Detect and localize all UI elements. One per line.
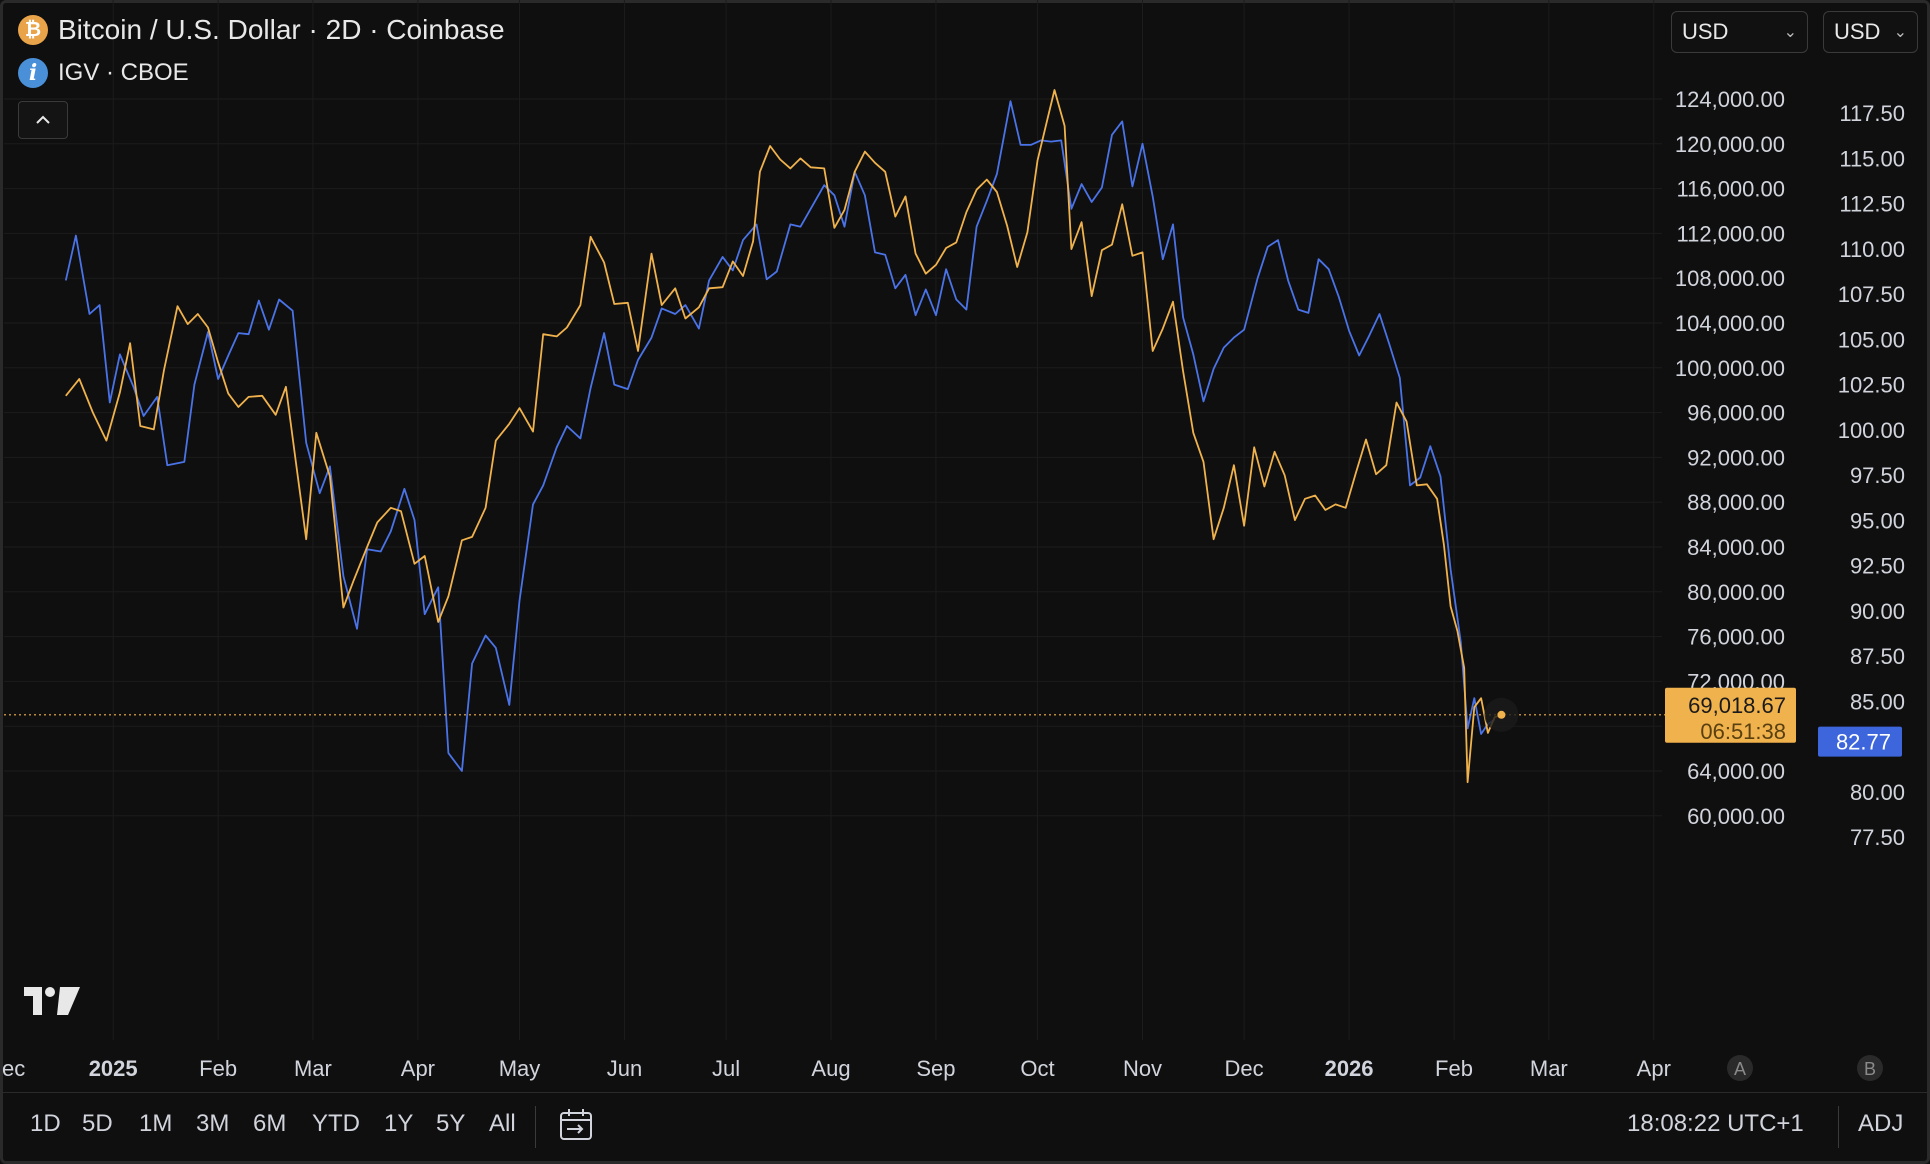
left-price-axis: 124,000.00 120,000.00 116,000.00 112,000.00… [1675,87,1785,829]
info-icon: i [18,58,48,88]
bitcoin-icon: ₿ [18,15,48,45]
time-axis: ec 2025 Feb Mar Apr May Jun Jul Aug Sep Oct Nov Dec 2… [2,1055,1883,1081]
left-axis-tick: 84,000.00 [1687,535,1785,560]
right-axis-tick: 95.00 [1850,508,1905,533]
tradingview-logo-icon[interactable] [24,987,80,1015]
right-axis-tick: 87.50 [1850,644,1905,669]
left-axis-tick: 92,000.00 [1687,445,1785,470]
compare-series-legend[interactable]: i IGV · CBOE [18,58,189,88]
price-chart[interactable]: 124,000.00 120,000.00 116,000.00 112,000.00… [0,0,1930,1092]
left-axis-tick: 76,000.00 [1687,625,1785,650]
igv-last-value-badge [1818,726,1902,757]
compare-series-title: IGV · CBOE [58,59,189,86]
currency-select-left[interactable]: USD ⌄ [1671,11,1808,53]
last-price-dot [1497,710,1506,719]
x-tick-label: Jul [712,1056,740,1081]
right-axis-tick: 90.00 [1850,599,1905,624]
x-tick-label: ec [2,1056,25,1081]
btc-last-value-badge [1665,687,1796,743]
range-all-button[interactable]: All [489,1110,516,1137]
range-3m-button[interactable]: 3M [196,1110,230,1137]
x-tick-label: Nov [1123,1056,1162,1081]
axis-marker-circle [1727,1055,1753,1081]
left-axis-tick: 120,000.00 [1675,132,1785,157]
left-axis-tick: 80,000.00 [1687,580,1785,605]
right-axis-tick: 80.00 [1850,780,1905,805]
adjustment-toggle[interactable]: ADJ [1858,1110,1904,1137]
collapse-legend-button[interactable] [18,101,68,139]
range-1m-button[interactable]: 1M [139,1110,173,1137]
x-tick-label: 2025 [89,1056,138,1081]
right-price-axis: 117.50 115.00 112.50 110.00 107.50 105.00 102.… [1838,101,1905,850]
right-axis-tick: 77.50 [1850,825,1905,850]
currency-select-right-value: USD [1834,19,1881,44]
range-5y-button[interactable]: 5Y [436,1110,466,1137]
right-axis-tick: 105.00 [1838,327,1905,352]
left-axis-tick: 88,000.00 [1687,490,1785,515]
left-axis-tick: 108,000.00 [1675,266,1785,291]
range-6m-button[interactable]: 6M [253,1110,287,1137]
currency-select-right[interactable]: USD ⌄ [1823,11,1918,53]
x-tick-label: Mar [1530,1056,1568,1081]
btc-countdown-text: 06:51:38 [1700,719,1786,744]
currency-select-left-value: USD [1682,19,1729,44]
right-axis-tick: 92.50 [1850,554,1905,579]
x-tick-label: May [499,1056,541,1081]
grid [4,0,1662,1040]
left-axis-tick: 96,000.00 [1687,401,1785,426]
left-axis-tick: 60,000.00 [1687,804,1785,829]
main-series-title: Bitcoin / U.S. Dollar · 2D · Coinbase [58,14,505,45]
x-tick-label: Feb [1435,1056,1473,1081]
right-axis-tick: 110.00 [1839,237,1905,262]
last-price-line [4,697,1665,732]
left-axis-tick: 64,000.00 [1687,759,1785,784]
x-tick-label: Mar [294,1056,332,1081]
right-axis-tick: 97.50 [1850,463,1905,488]
toolbar-divider [535,1106,536,1148]
x-tick-label: Oct [1020,1056,1054,1081]
right-axis-tick: 85.00 [1850,689,1905,714]
x-tick-label: Sep [916,1056,955,1081]
x-tick-label: Jun [607,1056,642,1081]
igv-series-line [64,100,1496,772]
left-axis-tick: 112,000.00 [1677,221,1785,246]
axis-marker-label: A [1734,1059,1746,1079]
left-axis-tick: 100,000.00 [1675,356,1785,381]
range-5d-button[interactable]: 5D [82,1110,113,1137]
chevron-down-icon: ⌄ [1783,24,1797,41]
axis-marker-label: B [1864,1059,1876,1079]
main-series-legend[interactable]: ₿ Bitcoin / U.S. Dollar · 2D · Coinbase [18,14,505,46]
range-1y-button[interactable]: 1Y [384,1110,414,1137]
igv-last-value-text: 82.77 [1836,730,1891,755]
right-axis-tick: 102.50 [1838,373,1905,398]
right-axis-tick: 112.50 [1839,192,1905,217]
x-tick-label: Apr [1637,1056,1671,1081]
left-axis-tick: 116,000.00 [1677,177,1785,202]
range-1d-button[interactable]: 1D [30,1110,61,1137]
x-tick-label: 2026 [1325,1056,1374,1081]
chevron-down-icon: ⌄ [1893,24,1907,41]
timezone-clock[interactable]: 18:08:22 UTC+1 [1627,1110,1804,1137]
right-axis-tick: 117.50 [1839,101,1905,126]
x-tick-label: Apr [401,1056,435,1081]
calendar-goto-icon[interactable] [558,1108,594,1142]
series-lines [64,89,1502,784]
axis-marker-circle [1857,1055,1883,1081]
x-tick-label: Feb [199,1056,237,1081]
btc-last-value-text: 69,018.67 [1688,693,1786,718]
right-axis-tick: 115.00 [1839,146,1905,171]
chevron-up-icon [36,115,50,124]
right-axis-tick: 100.00 [1838,418,1905,443]
x-tick-label: Dec [1225,1056,1264,1081]
left-axis-tick: 124,000.00 [1675,87,1785,112]
toolbar-divider [1838,1106,1839,1148]
left-axis-tick: 104,000.00 [1675,311,1785,336]
x-tick-label: Aug [811,1056,850,1081]
range-ytd-button[interactable]: YTD [312,1110,360,1137]
btc-series-line [65,89,1502,784]
right-axis-tick: 107.50 [1838,282,1905,307]
bottom-toolbar [0,1092,1930,1164]
